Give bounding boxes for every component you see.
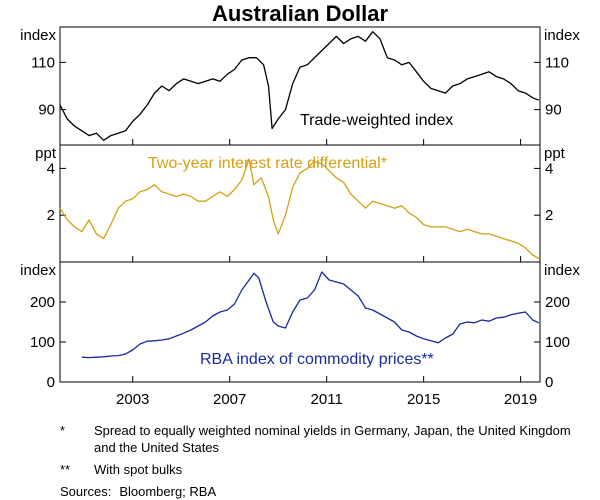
chart-title: Australian Dollar [212, 1, 388, 26]
sources-text: Bloomberg; RBA [119, 484, 217, 499]
panel-rba-ytick-left-0: 0 [47, 374, 55, 391]
panel-ird-unit-left: ppt [35, 145, 57, 162]
sources: Sources: Bloomberg; RBA [60, 483, 580, 500]
footnote-2-mark: ** [60, 462, 71, 477]
panel-ird-unit-right: ppt [544, 145, 566, 162]
panel-twi-ytick-right-110: 110 [545, 54, 569, 71]
panel-ird-ytick-right-2: 2 [545, 207, 553, 224]
panel-rba-frame [59, 261, 541, 383]
panel-rba-ytick-right-200: 200 [545, 294, 570, 311]
panel-rba-unit-right: index [544, 262, 580, 279]
panel-rba-ytick-left-200: 200 [30, 294, 55, 311]
panel-twi-ytick-right-90: 90 [545, 102, 562, 119]
footnote-1-mark: * [60, 423, 66, 438]
series-twi-label: Trade-weighted index [300, 112, 453, 129]
panel-rba-ytick-right-0: 0 [545, 374, 553, 391]
footnote-1-text: Spread to equally weighted nominal yield… [94, 423, 571, 455]
x-tick-label-2011: 2011 [311, 391, 343, 408]
series-twi [59, 31, 540, 141]
x-tick-label-2003: 2003 [116, 391, 149, 408]
panel-rba-unit-left: index [20, 262, 56, 279]
panel-rba-ytick-right-100: 100 [545, 334, 570, 351]
footnote-2-text: With spot bulks [94, 462, 183, 477]
panel-twi-ytick-left-110: 110 [31, 54, 55, 71]
panel-rba-ytick-left-100: 100 [30, 334, 55, 351]
panel-twi-ytick-left-90: 90 [38, 102, 55, 119]
x-tick-label-2007: 2007 [213, 391, 246, 408]
series-rba [81, 271, 540, 359]
footnotes: * Spread to equally weighted nominal yie… [60, 422, 580, 500]
sources-label: Sources: [60, 484, 112, 499]
panel-ird-ytick-right-4: 4 [545, 160, 553, 177]
series-ird-label: Two-year interest rate differential* [148, 155, 387, 172]
footnote-1: * Spread to equally weighted nominal yie… [60, 422, 580, 456]
panel-twi-unit-right: index [544, 27, 580, 44]
footnote-2: ** With spot bulks [60, 461, 580, 478]
panel-twi-unit-left: index [20, 27, 56, 44]
x-tick-label-2015: 2015 [407, 391, 440, 408]
panel-ird-ytick-left-2: 2 [47, 207, 55, 224]
series-rba-label: RBA index of commodity prices** [200, 351, 434, 368]
series-ird [59, 158, 540, 260]
chart: Australian Dollar index index 90 90 110 110 Tr… [20, 1, 580, 408]
x-tick-label-2019: 2019 [504, 391, 537, 408]
panel-ird-ytick-left-4: 4 [47, 160, 55, 177]
